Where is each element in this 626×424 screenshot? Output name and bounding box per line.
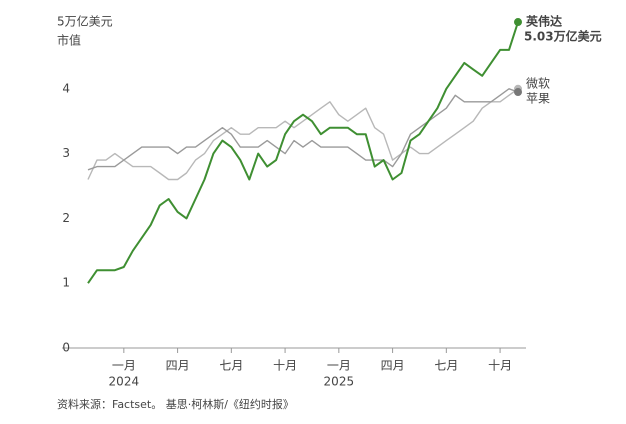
series-label: 微软 bbox=[526, 77, 550, 91]
source-note: 资料来源：Factset。 基思·柯林斯/《纽约时报》 bbox=[57, 397, 294, 411]
series-label: 苹果 bbox=[526, 91, 550, 105]
x-tick-label: 七月 bbox=[219, 359, 243, 373]
year-label: 2025 bbox=[324, 375, 355, 389]
y-tick-label: 5万亿美元 bbox=[57, 14, 113, 29]
series-line bbox=[87, 88, 519, 181]
y-tick-label: 3 bbox=[62, 146, 70, 160]
end-dot bbox=[514, 88, 522, 97]
y-tick-label: 4 bbox=[62, 81, 70, 95]
year-label: 2024 bbox=[109, 375, 140, 389]
x-tick-label: 十月 bbox=[273, 359, 297, 373]
x-tick-label: 一月 bbox=[112, 359, 136, 373]
x-tick-label: 十月 bbox=[488, 359, 512, 373]
y-tick-label: 2 bbox=[62, 211, 70, 225]
x-tick-label: 四月 bbox=[166, 359, 190, 373]
value-label: 5.03万亿美元 bbox=[524, 29, 602, 44]
y-axis-label: 市值 bbox=[57, 33, 81, 48]
x-tick-label: 四月 bbox=[381, 359, 405, 373]
x-tick-label: 一月 bbox=[327, 359, 351, 373]
end-dot bbox=[514, 18, 522, 27]
y-tick-label: 1 bbox=[62, 276, 70, 290]
x-tick-label: 七月 bbox=[434, 359, 458, 373]
series-line bbox=[87, 21, 519, 284]
series-line bbox=[87, 88, 519, 171]
series-label: 英伟达 bbox=[526, 14, 562, 29]
y-tick-label: 0 bbox=[62, 341, 70, 355]
